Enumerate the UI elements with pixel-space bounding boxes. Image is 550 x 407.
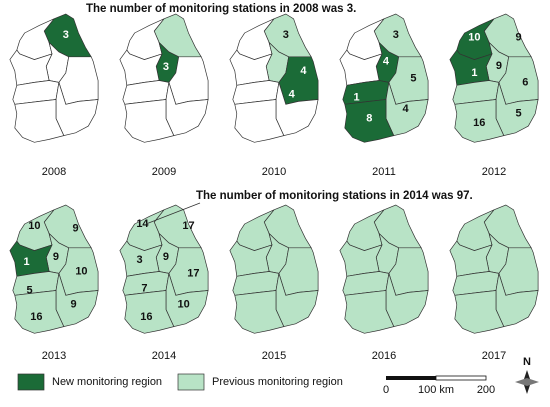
region [454, 290, 505, 334]
map-panel: 3 44 2010 [229, 13, 319, 178]
legend-swatch [177, 373, 205, 391]
station-count: 9 [496, 60, 502, 72]
year-label: 2014 [152, 350, 176, 362]
station-count: 1 [23, 256, 29, 268]
map-panel: 3 2009 [119, 13, 209, 178]
map-panel: 14 17 3 9 17 7 10 16 2014 [119, 204, 209, 362]
map-panel: 2015 [229, 204, 319, 362]
station-count: 9 [72, 223, 78, 235]
map-panel: 3 4 5 4 18 2011 [339, 13, 429, 178]
region [14, 290, 65, 334]
region [234, 99, 285, 143]
station-count: 7 [141, 283, 147, 295]
annotation-leader [145, 202, 201, 225]
year-label: 2017 [482, 350, 506, 362]
legend-swatch [17, 373, 45, 391]
map-panel: 10 9 9 6 1 5 16 2012 [449, 13, 539, 178]
annotation: The number of monitoring stations in 200… [86, 3, 356, 15]
station-count: 5 [410, 73, 416, 85]
scale-label: 0 [383, 384, 389, 396]
station-count: 3 [393, 29, 399, 41]
year-label: 2012 [482, 166, 506, 178]
station-count: 3 [136, 254, 142, 266]
year-label: 2016 [372, 350, 396, 362]
region [344, 99, 395, 143]
station-count: 8 [366, 112, 372, 124]
legend-label: New monitoring region [52, 376, 162, 388]
map-panel: 2017 [449, 204, 539, 362]
station-count: 17 [187, 267, 199, 279]
station-count: 1 [471, 67, 477, 79]
station-count: 14 [136, 218, 149, 230]
north-arrow: N [515, 356, 539, 394]
station-count: 16 [30, 311, 42, 323]
station-count: 9 [71, 299, 77, 311]
year-label: 2013 [42, 350, 66, 362]
station-count: 10 [75, 265, 87, 277]
station-count: 5 [515, 108, 521, 120]
scale-segment [435, 375, 487, 381]
station-count: 9 [53, 251, 59, 263]
scale-label: 100 km [418, 384, 454, 396]
station-count: 9 [163, 251, 169, 263]
scale-segment [386, 376, 436, 380]
year-label: 2009 [152, 166, 176, 178]
station-count: 4 [300, 65, 307, 77]
year-label: 2015 [262, 350, 286, 362]
station-count: 3 [63, 29, 69, 41]
compass [515, 378, 539, 386]
station-count: 4 [402, 103, 409, 115]
region [344, 290, 395, 334]
station-count: 4 [383, 55, 390, 67]
region [124, 99, 175, 143]
map-panel: 3 2008 [9, 13, 99, 178]
station-count: 16 [140, 311, 152, 323]
station-count: 3 [163, 61, 169, 73]
region [14, 99, 65, 143]
year-label: 2010 [262, 166, 286, 178]
station-count: 10 [468, 32, 480, 44]
annotation: The number of monitoring stations in 201… [196, 190, 473, 202]
year-label: 2008 [42, 166, 66, 178]
region [234, 290, 285, 334]
station-count: 17 [182, 220, 194, 232]
scale-label: 200 [477, 384, 495, 396]
station-count: 10 [177, 299, 189, 311]
map-panel: 10 9 1 9 10 5 9 16 2013 [9, 204, 99, 362]
station-count: 1 [353, 92, 359, 104]
station-count: 16 [473, 117, 485, 129]
station-count: 6 [522, 76, 528, 88]
region [454, 99, 505, 143]
station-count: 9 [515, 32, 521, 44]
scale-bar: 0 100 km 200 [383, 375, 495, 396]
station-count: 3 [283, 29, 289, 41]
region [124, 290, 175, 334]
station-count: 5 [26, 284, 32, 296]
map-panel: 2016 [339, 204, 429, 362]
north-label: N [523, 356, 531, 368]
legend-label: Previous monitoring region [212, 376, 343, 388]
year-label: 2011 [372, 166, 396, 178]
station-count: 4 [289, 89, 296, 101]
station-count: 10 [28, 220, 40, 232]
